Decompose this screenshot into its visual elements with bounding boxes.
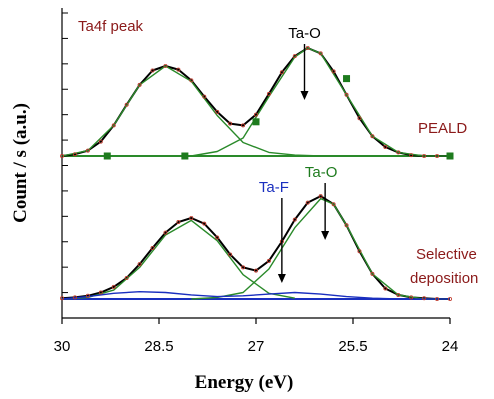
data-point: [357, 249, 362, 254]
data-point: [253, 268, 258, 273]
data-point: [137, 262, 142, 267]
plot-area: [60, 46, 454, 301]
data-point: [409, 295, 414, 300]
data-point: [228, 252, 233, 257]
data-point: [124, 102, 129, 107]
panel-selective-deposition: [60, 194, 452, 301]
component-line: [61, 291, 450, 300]
data-point: [72, 295, 77, 300]
data-point: [228, 121, 233, 126]
data-point: [305, 200, 310, 205]
square-marker: [103, 152, 111, 160]
ta-f-label: Ta-F: [259, 179, 289, 196]
data-point: [266, 91, 271, 96]
square-marker: [181, 152, 189, 160]
peald-ta-o-arrowhead: [300, 91, 309, 100]
square-marker: [252, 118, 260, 126]
data-point: [202, 221, 207, 226]
data-point: [202, 94, 207, 99]
data-point: [422, 153, 427, 158]
ta4f-annotation: Ta4f peak: [78, 18, 144, 35]
data-point: [241, 265, 246, 270]
data-point: [331, 69, 336, 74]
data-point: [150, 245, 155, 250]
selective-ta-o-arrowhead: [321, 231, 330, 240]
panel-peald: [60, 46, 454, 160]
data-point: [370, 134, 375, 139]
data-point: [292, 54, 297, 59]
data-point: [176, 220, 181, 225]
peald-ta-o-label: Ta-O: [288, 25, 321, 42]
data-point: [137, 82, 142, 87]
data-point: [98, 290, 103, 295]
square-marker: [446, 152, 454, 160]
data-point: [318, 194, 323, 199]
data-point: [111, 284, 116, 289]
data-point: [150, 68, 155, 73]
data-point: [189, 78, 194, 83]
data-point: [396, 150, 401, 155]
x-tick-label: 25.5: [338, 338, 367, 355]
data-point: [98, 139, 103, 144]
x-tick-label: 27: [248, 338, 265, 355]
data-point: [447, 296, 452, 301]
data-point: [396, 292, 401, 297]
data-point: [409, 153, 414, 158]
data-point: [370, 271, 375, 276]
data-point: [344, 92, 349, 97]
x-tick-label: 24: [442, 338, 459, 355]
x-tick-label: 28.5: [144, 338, 173, 355]
ta-f-arrowhead: [277, 274, 286, 283]
component-line: [61, 65, 321, 157]
data-point: [435, 153, 440, 158]
data-point: [383, 286, 388, 291]
component-line: [191, 197, 450, 300]
data-point: [215, 235, 220, 240]
x-tick-label: 30: [54, 338, 71, 355]
x-ticks: 30 28.5 27 25.5 24: [54, 318, 459, 355]
data-point: [305, 46, 310, 51]
square-marker: [343, 75, 351, 83]
peald-label: PEALD: [418, 120, 467, 137]
selective-label-line2: deposition: [410, 270, 478, 287]
data-point: [357, 116, 362, 121]
data-point: [163, 230, 168, 235]
data-point: [72, 152, 77, 157]
data-point: [163, 64, 168, 69]
y-ticks: [62, 12, 68, 294]
annotations: Ta4f peak PEALD Ta-O Selective deposition Ta-…: [78, 18, 478, 287]
data-point: [85, 148, 90, 153]
component-line: [191, 47, 450, 157]
data-point: [422, 296, 427, 301]
data-point: [266, 258, 271, 263]
y-axis-label: Count / s (a.u.): [10, 103, 31, 223]
data-point: [331, 202, 336, 207]
component-line: [61, 219, 295, 300]
data-point: [215, 109, 220, 114]
data-point: [344, 223, 349, 228]
data-point: [279, 70, 284, 75]
data-point: [85, 293, 90, 298]
data-point: [241, 123, 246, 128]
data-point: [189, 215, 194, 220]
data-point: [60, 153, 65, 158]
data-point: [253, 112, 258, 117]
selective-ta-o-label: Ta-O: [305, 164, 338, 181]
data-point: [435, 296, 440, 301]
envelope-line: [61, 47, 450, 157]
selective-label-line1: Selective: [416, 246, 477, 263]
x-axis-label: Energy (eV): [195, 372, 294, 393]
data-point: [60, 296, 65, 301]
data-point: [111, 123, 116, 128]
data-point: [176, 67, 181, 72]
data-point: [318, 51, 323, 56]
data-point: [383, 144, 388, 149]
data-point: [124, 275, 129, 280]
data-point: [292, 217, 297, 222]
